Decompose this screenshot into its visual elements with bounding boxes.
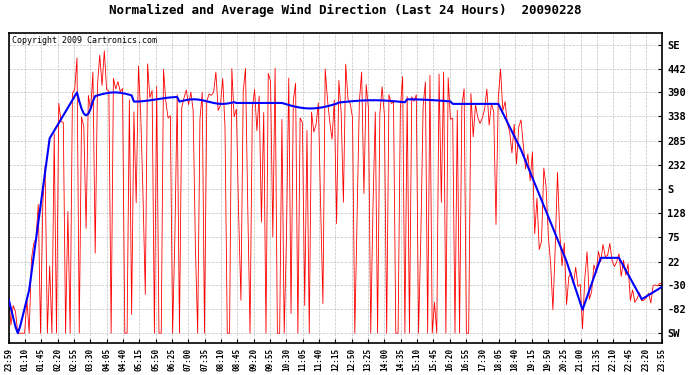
Text: Normalized and Average Wind Direction (Last 24 Hours)  20090228: Normalized and Average Wind Direction (L… xyxy=(109,4,581,17)
Text: Copyright 2009 Cartronics.com: Copyright 2009 Cartronics.com xyxy=(12,36,157,45)
